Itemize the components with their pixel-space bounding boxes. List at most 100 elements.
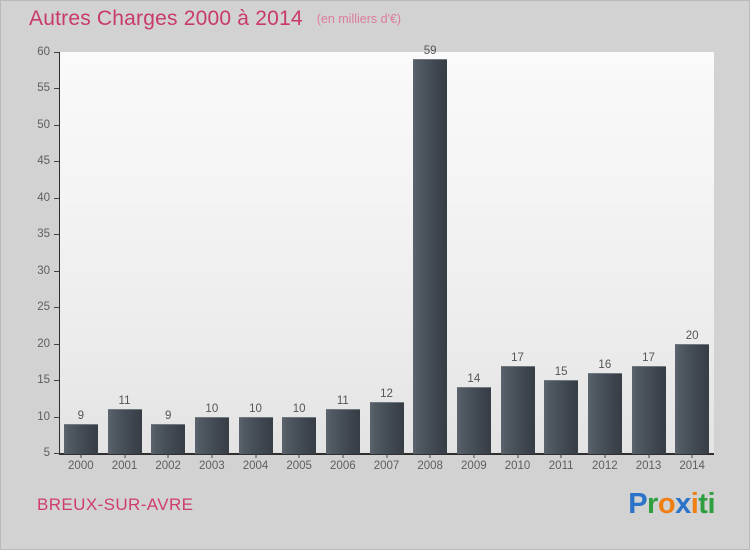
bar-value-label: 14 — [467, 373, 481, 386]
y-axis-tick — [54, 380, 59, 382]
y-axis-tick — [54, 416, 59, 418]
logo-letter: o — [657, 488, 676, 520]
bar-2009[interactable]: 14 — [456, 373, 491, 454]
logo-letter: i — [707, 488, 715, 520]
x-axis-tick-label: 2010 — [504, 460, 531, 472]
logo-letter: i — [690, 488, 699, 520]
bar-value-label: 10 — [292, 402, 306, 415]
x-axis-tick-label: 2011 — [548, 460, 574, 472]
chart-header: Autres Charges 2000 à 2014 (en milliers … — [1, 1, 749, 37]
bar-2000[interactable]: 9 — [63, 410, 98, 454]
bar-2003[interactable]: 10 — [194, 403, 229, 454]
bar-2005[interactable]: 10 — [282, 403, 317, 454]
x-axis-tick — [429, 454, 431, 458]
bar-value-label: 10 — [205, 402, 219, 415]
x-axis-tick — [517, 454, 518, 458]
x-axis-tick — [648, 454, 649, 458]
x-axis-tick-label: 2002 — [155, 460, 181, 472]
x-axis-tick — [298, 454, 300, 458]
y-axis-tick-label: 5 — [43, 447, 50, 459]
y-axis-tick-label: 15 — [37, 374, 50, 387]
x-axis-tick — [80, 454, 82, 458]
chart-footer: BREUX-SUR-AVRE Proxiti — [1, 473, 749, 549]
x-axis-tick — [604, 454, 606, 458]
x-axis-tick-label: 2009 — [461, 460, 487, 472]
y-axis-tick — [54, 270, 59, 272]
x-axis-tick — [167, 454, 169, 458]
y-axis-tick-label: 35 — [37, 228, 50, 241]
x-axis-tick — [473, 454, 475, 458]
logo-letter: r — [647, 488, 658, 520]
bar-2011[interactable]: 15 — [544, 366, 579, 454]
x-axis-tick-label: 2013 — [635, 460, 662, 472]
y-axis-tick — [54, 52, 59, 53]
x-axis-tick-label: 2000 — [68, 460, 94, 472]
x-axis-tick — [560, 454, 562, 458]
y-axis-tick — [54, 88, 59, 90]
bar-value-label: 17 — [511, 351, 524, 364]
y-axis-tick-label: 20 — [37, 337, 50, 350]
x-axis-tick-label: 2001 — [111, 460, 138, 472]
y-axis-tick — [54, 453, 59, 454]
x-axis-tick — [342, 454, 344, 458]
logo-letter: x — [675, 488, 691, 520]
chart-subtitle: (en milliers d'€) — [316, 12, 402, 26]
bar-value-label: 10 — [249, 402, 262, 415]
bar-value-label: 11 — [118, 395, 131, 408]
y-axis-tick-label: 25 — [37, 301, 50, 314]
bar-2004[interactable]: 10 — [238, 403, 273, 454]
y-axis-tick-label: 55 — [37, 82, 50, 95]
y-axis-tick — [54, 234, 59, 236]
y-axis-tick — [54, 124, 59, 126]
y-axis-tick-label: 50 — [37, 118, 50, 131]
bar-value-label: 20 — [685, 329, 699, 342]
y-axis-tick-label: 45 — [37, 155, 50, 168]
x-axis-tick — [255, 454, 256, 458]
y-axis-tick — [54, 307, 59, 309]
bar-value-label: 9 — [164, 409, 172, 422]
logo-letter: t — [698, 488, 708, 520]
bar-value-label: 17 — [642, 351, 655, 364]
x-axis-tick-label: 2008 — [417, 460, 443, 472]
y-axis-tick-label: 10 — [37, 410, 50, 423]
bar-value-label: 12 — [380, 387, 393, 400]
y-axis-tick — [54, 197, 59, 199]
bar-2010[interactable]: 17 — [500, 352, 535, 454]
proxiti-logo[interactable]: Proxiti — [628, 487, 715, 521]
x-axis-tick — [124, 454, 125, 458]
bar-2012[interactable]: 16 — [587, 359, 622, 454]
logo-letter: P — [628, 488, 648, 520]
x-axis-tick-label: 2014 — [679, 460, 705, 472]
x-axis-tick — [211, 454, 213, 458]
location-name: BREUX-SUR-AVRE — [37, 495, 194, 514]
x-axis-tick-label: 2006 — [330, 460, 356, 472]
x-axis-tick-label: 2005 — [286, 460, 312, 472]
bar-2008[interactable]: 59 — [413, 45, 448, 454]
y-axis-tick-label: 40 — [37, 191, 50, 204]
bar-2001[interactable]: 11 — [107, 395, 142, 454]
x-axis-tick-label: 2003 — [199, 460, 225, 472]
x-axis-tick-label: 2012 — [592, 460, 618, 472]
bar-2007[interactable]: 12 — [369, 388, 404, 454]
bar-2013[interactable]: 17 — [631, 352, 666, 454]
x-axis-tick — [386, 454, 387, 458]
x-axis-tick — [691, 454, 693, 458]
x-axis-tick-label: 2004 — [242, 460, 269, 472]
bar-2002[interactable]: 9 — [151, 410, 186, 454]
x-axis-tick-label: 2007 — [373, 460, 400, 472]
bar-2006[interactable]: 11 — [325, 395, 360, 454]
bar-2014[interactable]: 20 — [675, 330, 710, 454]
bar-value-label: 16 — [598, 358, 612, 371]
chart-plot-area: 5 10 15 20 25 30 35 40 45 50 55 60 2000 2001 2002 2003… — [37, 45, 714, 472]
y-axis-tick — [54, 343, 59, 345]
y-axis-tick — [54, 161, 59, 163]
bar-value-label: 9 — [77, 409, 85, 422]
bar-value-label: 15 — [554, 366, 568, 379]
page-title: Autres Charges 2000 à 2014 — [29, 7, 303, 30]
bar-value-label: 59 — [423, 45, 437, 58]
y-axis-line — [59, 52, 60, 454]
y-axis-tick-label: 60 — [37, 46, 50, 58]
bar-value-label: 11 — [336, 395, 349, 408]
y-axis-tick-label: 30 — [37, 264, 50, 277]
